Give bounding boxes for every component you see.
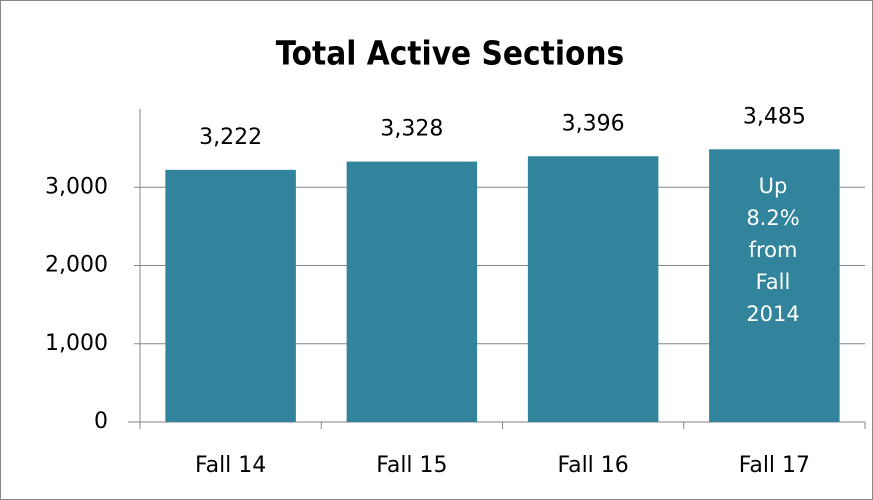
x-tick-label: Fall 14 [195,453,266,478]
bar [527,156,659,422]
y-tick-label: 2,000 [45,253,108,278]
chart-title: Total Active Sections [276,34,624,73]
value-label: 3,328 [380,117,443,142]
value-label: 3,396 [562,111,625,136]
value-label: 3,485 [743,104,806,129]
x-tick-label: Fall 15 [376,453,447,478]
y-tick-label: 3,000 [45,174,108,199]
y-tick-label: 1,000 [45,331,108,356]
bar [165,169,296,422]
value-label: 3,222 [199,125,262,150]
x-tick-label: Fall 17 [739,453,810,478]
bar [346,161,478,423]
annotation: Up 8.2% from Fall 2014 [746,174,800,326]
x-tick-label: Fall 16 [557,453,628,478]
y-tick-label: 0 [94,409,108,434]
bar [709,149,840,422]
